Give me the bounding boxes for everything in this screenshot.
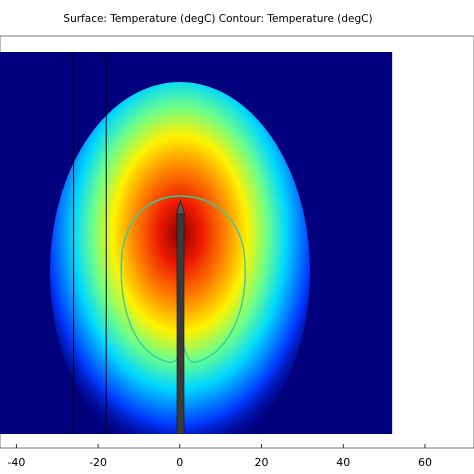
x-tick-label: 0 bbox=[176, 456, 183, 469]
chart-title: Surface: Temperature (degC) Contour: Tem… bbox=[63, 13, 372, 25]
probe bbox=[176, 213, 185, 434]
x-tick-label: -20 bbox=[89, 456, 107, 469]
x-tick-label: -40 bbox=[7, 456, 25, 469]
x-tick-label: 60 bbox=[418, 456, 432, 469]
x-tick-label: 20 bbox=[255, 456, 269, 469]
probe-tip bbox=[176, 198, 185, 215]
plot-area-border bbox=[0, 35, 474, 449]
x-axis: -40 -20 0 20 40 60 bbox=[7, 444, 432, 469]
x-tick-label: 40 bbox=[336, 456, 350, 469]
